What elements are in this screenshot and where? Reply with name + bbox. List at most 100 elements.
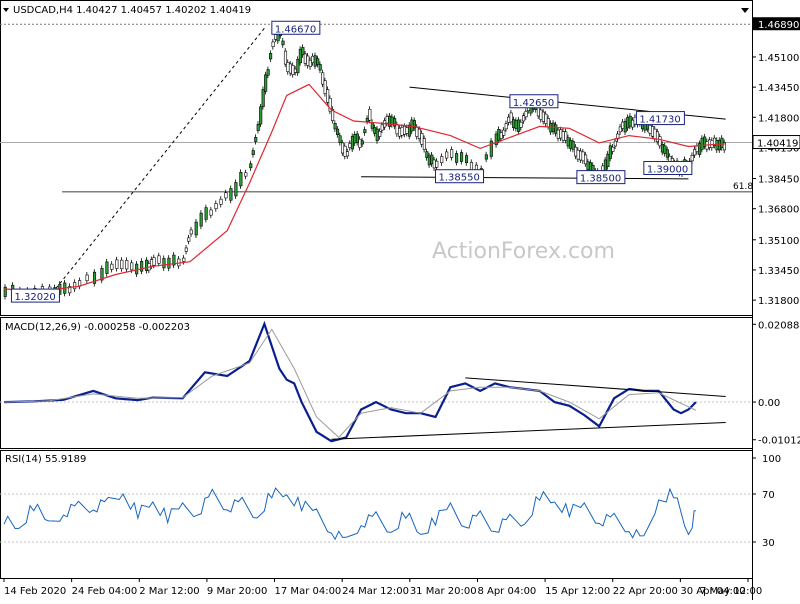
candle-body: [576, 149, 580, 160]
price-annotation-box: [10, 288, 60, 303]
candle-body: [336, 128, 340, 135]
candle-body: [355, 133, 359, 143]
candle-body: [613, 140, 617, 147]
candle-body: [650, 126, 655, 137]
time-tick-label: 22 Apr 20:00: [613, 586, 678, 597]
current-price-label: 1.40419: [757, 139, 798, 150]
candle-body: [380, 124, 384, 131]
candle-body: [660, 144, 665, 153]
candle-body: [440, 156, 444, 164]
rsi-tick-label: 30: [762, 538, 775, 549]
time-tick-label: 2 Mar 12:00: [139, 586, 199, 597]
time-tick-label: 17 Mar 04:00: [275, 586, 342, 597]
candle-body: [316, 58, 320, 65]
candle-body: [125, 260, 129, 270]
candle-body: [460, 152, 464, 162]
candle-body: [541, 111, 545, 122]
candle-body: [522, 115, 526, 122]
candle-body: [3, 286, 7, 297]
candle-body: [368, 108, 372, 121]
candle-body: [318, 64, 322, 71]
candle-body: [574, 146, 578, 157]
candle-body: [489, 140, 493, 157]
candle-body: [140, 260, 144, 272]
candle-body: [425, 151, 429, 158]
top-level-label: 1.46890: [758, 20, 799, 31]
candle-body: [293, 68, 297, 73]
candle-body: [239, 172, 243, 187]
candle-body: [311, 55, 315, 64]
candle-body: [499, 132, 503, 139]
candle-body: [219, 198, 223, 205]
trendline[interactable]: [361, 176, 689, 180]
candle-body: [708, 139, 712, 148]
candle-body: [507, 116, 511, 123]
candle-body: [693, 149, 697, 156]
candle-body: [559, 129, 563, 139]
ema-line: [3, 83, 726, 291]
candle-body: [512, 119, 516, 129]
price-tick-label: 1.38450: [758, 175, 799, 186]
candle-body: [256, 124, 260, 131]
price-annotation-box: [509, 94, 559, 109]
candle-body: [283, 50, 288, 65]
macd-trendline[interactable]: [465, 377, 726, 397]
candle-body: [167, 257, 171, 269]
candle-body: [338, 135, 342, 143]
candle-body: [350, 136, 355, 150]
price-tick-label: 1.36800: [758, 205, 799, 216]
candle-body: [331, 108, 335, 121]
candle-body: [150, 259, 154, 267]
candle-body: [259, 106, 263, 125]
candle-body: [631, 119, 635, 128]
macd-tick-label: 0.020884: [758, 320, 800, 331]
candle-body: [85, 274, 89, 282]
candle-body: [420, 133, 424, 145]
candle-body: [579, 150, 583, 161]
candle-body: [291, 65, 295, 75]
candle-body: [224, 192, 228, 199]
candle-body: [182, 257, 186, 262]
macd-trendline[interactable]: [331, 422, 726, 440]
candle-body: [430, 154, 434, 165]
time-tick-label: 8 Apr 04:00: [477, 586, 536, 597]
price-annotation-label: 1.39000: [647, 164, 688, 175]
candle-body: [584, 154, 588, 165]
candle-body: [445, 151, 449, 159]
dashed-trendline[interactable]: [55, 27, 265, 289]
candle-body: [514, 120, 518, 129]
candle-body: [715, 140, 719, 151]
signal-line: [3, 328, 697, 439]
candle-body: [73, 282, 77, 290]
candle-body: [623, 121, 627, 133]
triangle-down-icon[interactable]: [3, 8, 9, 12]
candle-body: [326, 89, 330, 103]
candle-body: [539, 109, 543, 120]
time-tick-label: 31 Mar 20:00: [410, 586, 477, 597]
candle-body: [407, 124, 412, 137]
price-annotation-box: [643, 160, 693, 175]
scroll-indicator-icon[interactable]: [741, 8, 749, 13]
price-annotation-label: 1.41730: [639, 115, 680, 126]
candle-body: [130, 262, 134, 271]
candle-body: [395, 124, 399, 135]
candle-body: [100, 268, 104, 281]
candle-body: [410, 119, 414, 132]
candle-body: [229, 188, 233, 201]
candle-body: [363, 129, 367, 134]
price-annotation-label: 1.38500: [580, 174, 621, 185]
candle-body: [484, 154, 488, 160]
candle-body: [303, 53, 307, 64]
price-annotation-box: [576, 170, 626, 185]
candle-body: [663, 145, 667, 154]
price-tick-label: 1.43450: [758, 83, 799, 94]
candle-body: [378, 131, 382, 137]
candle-body: [700, 137, 704, 150]
candle-body: [135, 263, 139, 275]
candle-body: [365, 117, 369, 122]
time-tick-label: 14 Feb 2020: [4, 586, 66, 597]
candle-body: [665, 149, 669, 158]
candle-body: [385, 116, 389, 124]
